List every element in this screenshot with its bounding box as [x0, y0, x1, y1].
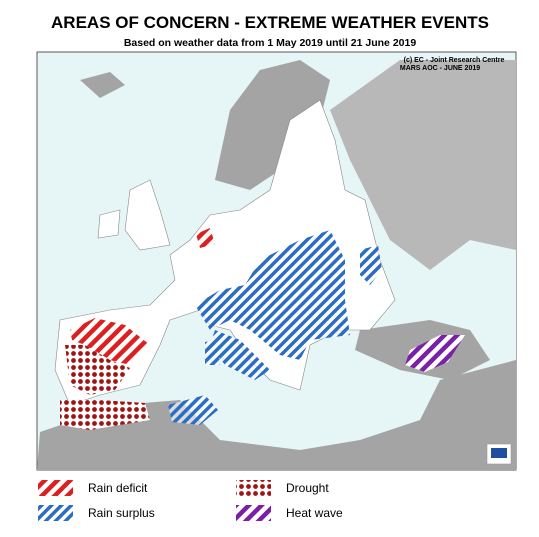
legend-swatch — [38, 505, 73, 521]
credit: (c) EC - Joint Research Centre — [404, 57, 505, 64]
subtitle: Based on weather data from 1 May 2019 un… — [124, 37, 417, 49]
legend-label: Rain surplus — [88, 506, 155, 520]
legend: Rain deficit Drought Rain surplus Heat w… — [38, 480, 343, 521]
title: AREAS OF CONCERN - EXTREME WEATHER EVENT… — [51, 13, 489, 32]
legend-swatch — [38, 480, 73, 496]
legend-label: Heat wave — [286, 506, 343, 520]
map — [36, 51, 517, 471]
legend-swatch — [236, 480, 271, 496]
legend-label: Drought — [286, 481, 329, 495]
legend-label: Rain deficit — [88, 481, 148, 495]
credit: MARS AOC - JUNE 2019 — [400, 65, 480, 72]
legend-swatch — [236, 505, 271, 521]
